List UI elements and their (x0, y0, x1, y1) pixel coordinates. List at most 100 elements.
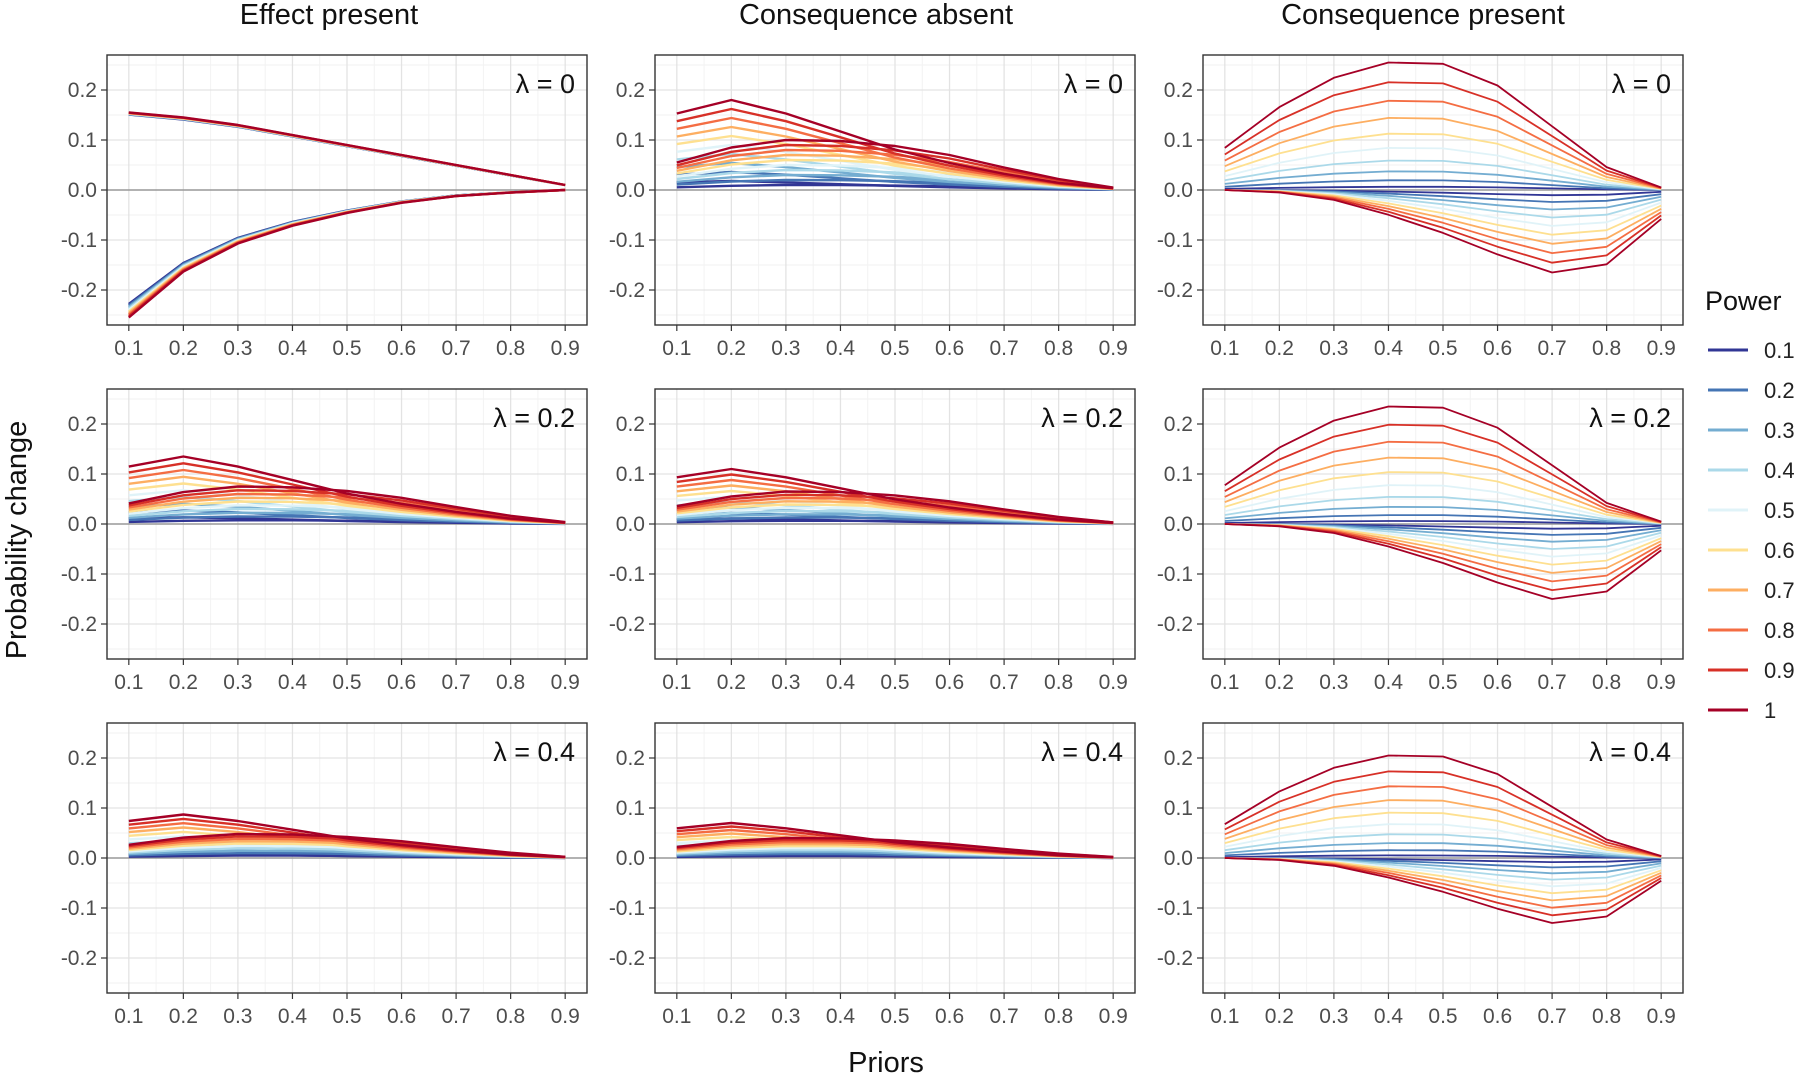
x-tick-label: 0.7 (1537, 671, 1566, 694)
series-line (1224, 842, 1662, 859)
lambda-label: λ = 0.2 (1041, 403, 1123, 433)
series-line (1224, 833, 1662, 859)
column-title: Consequence absent (739, 0, 1013, 31)
legend-label: 0.5 (1764, 498, 1795, 523)
x-tick-label: 0.4 (278, 671, 308, 694)
y-tick-label: -0.1 (609, 897, 645, 920)
series-line (128, 455, 566, 524)
x-tick-label: 0.9 (551, 671, 580, 694)
x-tick-label: 0.7 (441, 337, 470, 360)
x-tick-label: 0.9 (1099, 1005, 1128, 1028)
series-line (1224, 854, 1662, 859)
x-tick-label: 0.8 (1044, 671, 1073, 694)
x-tick-label: 0.3 (223, 337, 252, 360)
x-tick-label: 0.6 (387, 1005, 416, 1028)
facet-panel: 0.2 0.1 0.0 -0.1 -0.2 0.1 0.2 0.3 0.4 0.5 0.6 0.7 0.… (61, 54, 588, 360)
series-line (128, 813, 566, 859)
lambda-label: λ = 0.4 (493, 737, 575, 767)
series-line (1224, 117, 1662, 190)
x-tick-label: 0.7 (441, 1005, 470, 1028)
legend-label: 1 (1764, 698, 1776, 723)
legend-label: 0.1 (1764, 338, 1795, 363)
y-tick-label: 0.2 (616, 413, 645, 436)
y-tick-label: 0.1 (1164, 463, 1193, 486)
x-tick-label: 0.7 (989, 337, 1018, 360)
x-tick-label: 0.9 (1647, 671, 1676, 694)
y-tick-label: -0.1 (61, 897, 97, 920)
series-line (1224, 147, 1662, 191)
x-tick-label: 0.1 (662, 337, 691, 360)
x-tick-label: 0.2 (1265, 1005, 1294, 1028)
series-line (128, 832, 566, 858)
x-tick-label: 0.9 (1099, 671, 1128, 694)
facet-panels: 0.2 0.1 0.0 -0.1 -0.2 0.1 0.2 0.3 0.4 0.5 0.6 0.7 0.… (61, 54, 1684, 1028)
series-line (1224, 523, 1662, 600)
x-tick-label: 0.9 (551, 1005, 580, 1028)
series-line (1224, 799, 1662, 858)
x-tick-label: 0.3 (1319, 671, 1348, 694)
x-tick-label: 0.8 (1044, 337, 1073, 360)
y-tick-label: 0.0 (68, 179, 97, 202)
x-tick-label: 0.9 (1099, 337, 1128, 360)
y-tick-label: 0.0 (1164, 513, 1193, 536)
series-line (128, 111, 566, 187)
x-tick-label: 0.5 (332, 671, 361, 694)
facet-panel: 0.2 0.1 0.0 -0.1 -0.2 0.1 0.2 0.3 0.4 0.5 0.6 0.7 0.… (609, 388, 1136, 694)
x-tick-label: 0.3 (1319, 337, 1348, 360)
y-tick-label: 0.2 (68, 413, 97, 436)
facet-panel: 0.2 0.1 0.0 -0.1 -0.2 0.1 0.2 0.3 0.4 0.5 0.6 0.7 0.… (61, 388, 588, 694)
series-line (1224, 849, 1662, 859)
legend: Power 0.1 0.2 0.3 0.4 0.5 0.6 0.7 0.8 0.9 1 (1705, 286, 1795, 723)
x-tick-label: 0.3 (223, 671, 252, 694)
x-tick-label: 0.8 (1592, 671, 1621, 694)
x-tick-label: 0.4 (1374, 671, 1404, 694)
y-tick-label: -0.2 (61, 947, 97, 970)
x-tick-label: 0.3 (1319, 1005, 1348, 1028)
facet-panel: 0.2 0.1 0.0 -0.1 -0.2 0.1 0.2 0.3 0.4 0.5 0.6 0.7 0.… (1157, 54, 1684, 360)
x-tick-label: 0.7 (1537, 1005, 1566, 1028)
y-axis-title: Probability change (1, 421, 33, 660)
series-line (1224, 514, 1662, 525)
series-line (676, 138, 1114, 189)
column-title: Effect present (240, 0, 418, 31)
y-tick-label: 0.1 (68, 129, 97, 152)
series-line (1224, 405, 1662, 523)
y-tick-label: -0.2 (609, 279, 645, 302)
x-tick-label: 0.6 (935, 337, 964, 360)
x-tick-label: 0.9 (551, 337, 580, 360)
x-tick-label: 0.4 (826, 1005, 856, 1028)
x-tick-label: 0.2 (717, 1005, 746, 1028)
x-tick-label: 0.2 (717, 337, 746, 360)
x-tick-label: 0.7 (989, 671, 1018, 694)
series-line (1224, 179, 1662, 191)
x-tick-label: 0.6 (935, 1005, 964, 1028)
x-tick-label: 0.5 (880, 1005, 909, 1028)
x-tick-label: 0.2 (169, 671, 198, 694)
x-tick-label: 0.3 (771, 671, 800, 694)
y-tick-label: -0.1 (609, 229, 645, 252)
y-tick-label: 0.1 (616, 797, 645, 820)
legend-label: 0.2 (1764, 378, 1795, 403)
x-tick-label: 0.1 (662, 671, 691, 694)
x-tick-label: 0.4 (278, 337, 308, 360)
x-tick-label: 0.3 (771, 337, 800, 360)
series-line (676, 836, 1114, 859)
y-tick-label: -0.1 (61, 229, 97, 252)
y-tick-label: -0.2 (609, 947, 645, 970)
y-tick-label: 0.1 (616, 129, 645, 152)
lambda-label: λ = 0 (1612, 69, 1671, 99)
x-tick-label: 0.4 (826, 337, 856, 360)
lambda-label: λ = 0.4 (1041, 737, 1123, 767)
x-tick-label: 0.8 (1044, 1005, 1073, 1028)
y-tick-label: 0.1 (616, 463, 645, 486)
x-tick-label: 0.3 (223, 1005, 252, 1028)
series-line (1224, 189, 1662, 274)
x-tick-label: 0.8 (496, 1005, 525, 1028)
y-tick-label: 0.0 (1164, 179, 1193, 202)
x-tick-label: 0.5 (1428, 671, 1457, 694)
series-line (676, 490, 1114, 524)
x-tick-label: 0.9 (1647, 337, 1676, 360)
series-line (1224, 770, 1662, 858)
y-tick-label: 0.0 (616, 847, 645, 870)
series-line (1224, 185, 1662, 191)
